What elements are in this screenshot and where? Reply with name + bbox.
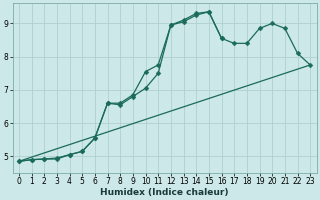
X-axis label: Humidex (Indice chaleur): Humidex (Indice chaleur) xyxy=(100,188,229,197)
